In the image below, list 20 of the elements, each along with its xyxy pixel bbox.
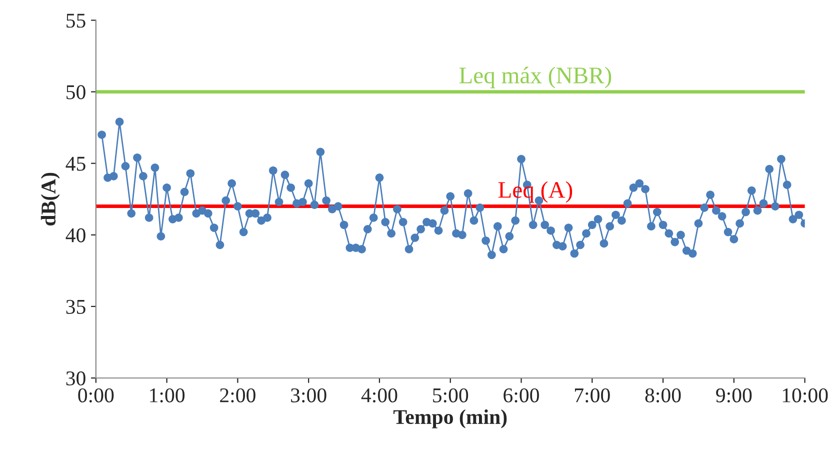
x-tick-label: 9:00	[716, 388, 752, 402]
x-tick-label: 2:00	[220, 388, 256, 402]
x-tick-label: 7:00	[574, 388, 610, 402]
x-tick-label: 4:00	[361, 388, 398, 402]
y-tick-label: 35	[66, 300, 86, 314]
y-tick-label: 40	[66, 228, 86, 242]
x-tick-label: 8:00	[645, 388, 681, 402]
x-tick-label: 6:00	[504, 388, 539, 402]
ref-line-label: Leq máx (NBR)	[459, 66, 612, 88]
x-tick-label: 3:00	[291, 388, 326, 402]
y-axis-title: dB(A)	[40, 172, 60, 226]
x-tick-label: 1:00	[150, 388, 185, 402]
x-axis-title: Tempo (min)	[393, 409, 507, 428]
y-tick-label: 55	[66, 14, 86, 28]
y-tick-label: 50	[66, 85, 86, 100]
x-tick-label: 0:00	[78, 388, 114, 402]
y-tick-label: 45	[66, 156, 86, 171]
y-tick-label: 30	[66, 371, 86, 386]
x-tick-label: 5:00	[433, 388, 468, 402]
x-tick-label: 10:00	[782, 388, 828, 402]
